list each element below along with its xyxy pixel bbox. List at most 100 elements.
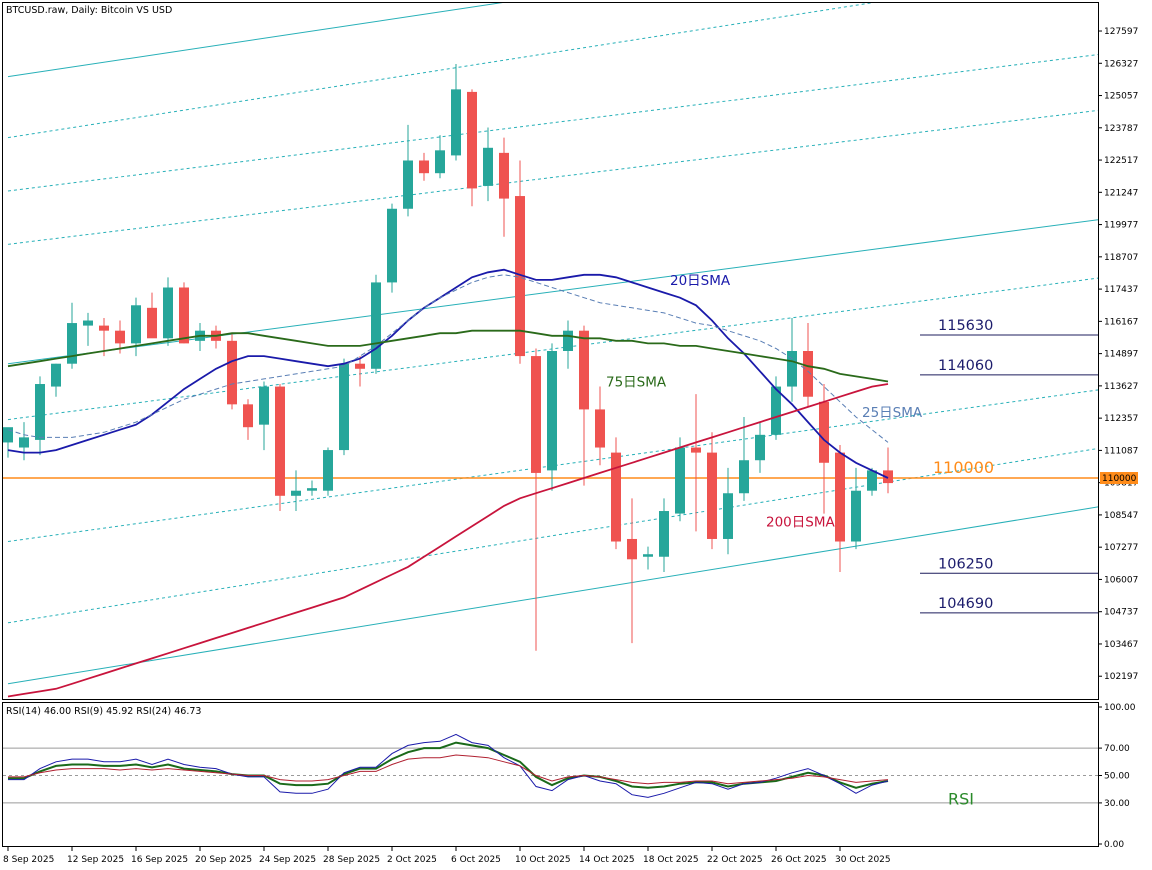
x-axis-tick-label: 12 Sep 2025: [67, 855, 124, 865]
moving-average-line: [7, 274, 889, 443]
ma-annotation: 75日SMA: [606, 375, 667, 391]
candle-body: [579, 330, 589, 410]
candle-body: [835, 452, 845, 542]
candle-body: [499, 152, 509, 199]
candle-body: [323, 450, 333, 491]
y-axis-tick-label: 123787: [1104, 124, 1138, 134]
y-axis-tick-label: 118707: [1104, 253, 1138, 263]
candle-body: [483, 147, 493, 186]
y-axis-tick-label: 119977: [1104, 221, 1138, 231]
candle-body: [83, 320, 93, 326]
candle-body: [691, 447, 701, 453]
rsi-axis-tick-label: 30.00: [1104, 799, 1130, 809]
x-axis-tick-label: 18 Oct 2025: [643, 855, 699, 865]
y-axis-tick-label: 106007: [1104, 575, 1138, 585]
candle-body: [787, 351, 797, 387]
price-plot-area: 110000 115630 114060 106250 104690 20日SMA 75日S…: [3, 3, 1098, 698]
y-axis-tick-label: 104737: [1104, 608, 1138, 618]
ma-annotation: 20日SMA: [670, 273, 731, 289]
rsi-axis-tick-label: 100.00: [1104, 703, 1136, 713]
y-axis-tick-label: 116167: [1104, 317, 1138, 327]
candle-body: [371, 282, 381, 369]
candle-body: [51, 363, 61, 387]
candle-body: [707, 452, 717, 539]
candle-body: [739, 460, 749, 494]
candle-body: [675, 447, 685, 514]
axes: 127597 126327 125057 123787 122517 121247 1199…: [3, 27, 1138, 865]
rsi-axis-tick-label: 70.00: [1104, 744, 1130, 754]
rsi-axis-tick-label: 0.00: [1104, 840, 1124, 850]
candle-body: [419, 160, 429, 174]
channel-line: [7, 109, 1098, 245]
candle-body: [851, 490, 861, 542]
candle-body: [339, 363, 349, 451]
y-axis-tick-label: 112357: [1104, 414, 1138, 424]
candle-body: [179, 287, 189, 344]
candle-body: [595, 409, 605, 448]
x-axis-tick-label: 16 Sep 2025: [131, 855, 188, 865]
candle-body: [867, 470, 877, 491]
candle-body: [659, 511, 669, 557]
candle-body: [803, 351, 813, 397]
y-axis-tick-label: 108547: [1104, 511, 1138, 521]
channel-line: [7, 54, 1098, 192]
y-axis-tick-label: 102197: [1104, 672, 1138, 682]
ma-annotation: 200日SMA: [766, 514, 835, 530]
y-axis-tick-label: 127597: [1104, 27, 1138, 37]
x-axis-tick-label: 10 Oct 2025: [515, 855, 571, 865]
rsi-axis-tick-label: 50.00: [1104, 772, 1130, 782]
x-axis-tick-label: 14 Oct 2025: [579, 855, 635, 865]
level-label: 110000: [933, 458, 994, 477]
y-axis-tick-label: 117437: [1104, 285, 1138, 295]
candle-body: [19, 437, 29, 448]
candle-body: [67, 323, 77, 364]
channel-line: [7, 506, 1098, 685]
candle-body: [771, 386, 781, 435]
y-axis-tick-label: 113627: [1104, 382, 1138, 392]
candle-body: [451, 89, 461, 156]
candle-body: [147, 307, 157, 339]
candle-body: [35, 384, 45, 440]
candle-body: [723, 493, 733, 539]
y-axis-tick-label: 107277: [1104, 543, 1138, 553]
y-axis-tick-label: 126327: [1104, 59, 1138, 69]
level-label: 104690: [938, 596, 993, 612]
candle-body: [627, 538, 637, 560]
x-axis-tick-label: 6 Oct 2025: [451, 855, 501, 865]
x-axis-tick-label: 30 Oct 2025: [835, 855, 891, 865]
candle-body: [291, 490, 301, 496]
x-axis-tick-label: 2 Oct 2025: [387, 855, 437, 865]
candle-body: [611, 452, 621, 542]
y-axis-tick-label: 114897: [1104, 350, 1138, 360]
candle-body: [275, 386, 285, 496]
candle-body: [467, 91, 477, 189]
candle-body: [243, 404, 253, 428]
candle-body: [3, 427, 13, 443]
rsi-plot-area: RSI: [3, 733, 1098, 808]
candle-body: [163, 287, 173, 339]
channel-line: [7, 3, 503, 78]
rsi-series-line: [8, 733, 889, 798]
candle-body: [755, 434, 765, 461]
x-axis-tick-label: 22 Oct 2025: [707, 855, 763, 865]
candle-body: [259, 386, 269, 425]
candle-body: [307, 488, 317, 491]
candle-body: [883, 470, 893, 484]
price-axis-tag: [1100, 472, 1138, 485]
y-axis-tick-label: 103467: [1104, 640, 1138, 650]
candle-body: [563, 330, 573, 351]
channel-line: [7, 277, 1098, 421]
rsi-annotation: RSI: [948, 789, 974, 808]
x-axis-tick-label: 28 Sep 2025: [323, 855, 380, 865]
level-label: 106250: [938, 556, 993, 572]
y-axis-tick-label: 121247: [1104, 188, 1138, 198]
channel-line: [7, 219, 1098, 365]
candle-body: [227, 340, 237, 405]
x-axis-tick-label: 24 Sep 2025: [259, 855, 316, 865]
candle-body: [355, 363, 365, 369]
level-label: 114060: [938, 358, 993, 374]
moving-average-line: [7, 383, 889, 698]
y-axis-tick-label: 122517: [1104, 156, 1138, 166]
moving-average-line: [7, 268, 889, 479]
